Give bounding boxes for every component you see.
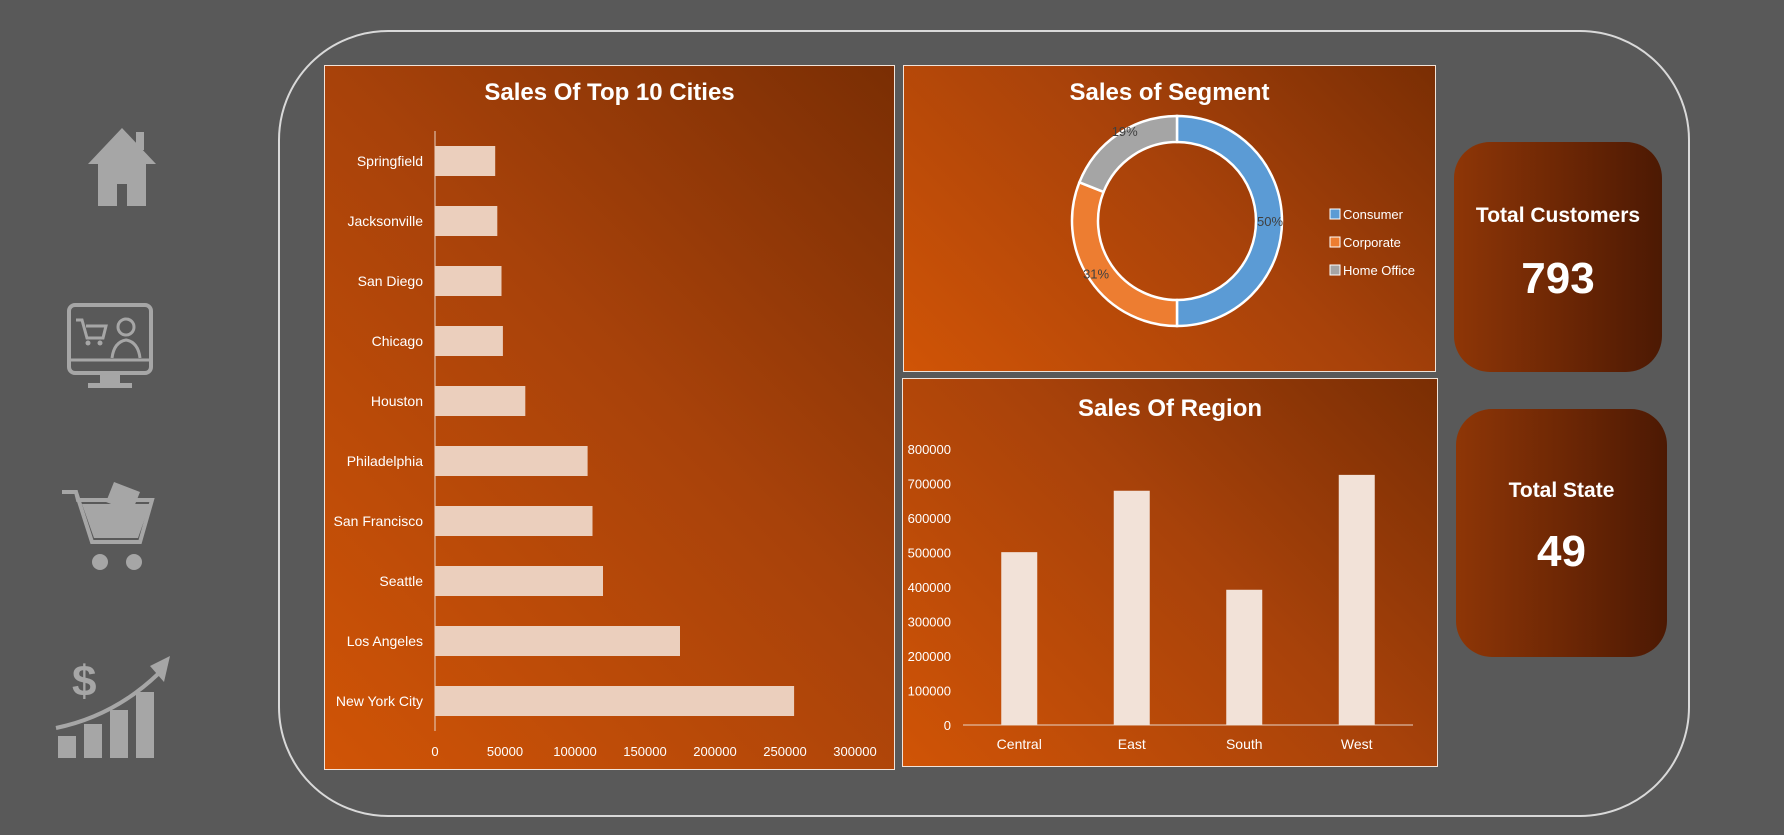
- y-tick-label: 0: [944, 718, 951, 733]
- sales-growth-icon[interactable]: $: [54, 652, 174, 760]
- y-tick-label: 800000: [908, 442, 951, 457]
- x-tick-label: 50000: [487, 744, 523, 759]
- city-bar: [435, 566, 603, 596]
- segment-chart-panel: Sales of Segment 50% 31% 19% Consumer Corpor…: [903, 65, 1436, 372]
- region-label: East: [1118, 736, 1146, 752]
- legend-label: Consumer: [1343, 207, 1404, 222]
- region-label: West: [1341, 736, 1373, 752]
- city-bar: [435, 146, 496, 176]
- x-tick-label: 100000: [553, 744, 596, 759]
- y-tick-label: 500000: [908, 546, 951, 561]
- x-tick-label: 150000: [623, 744, 666, 759]
- legend-label: Corporate: [1343, 235, 1401, 250]
- legend-swatch: [1329, 236, 1341, 248]
- segment-donut-chart: 50% 31% 19% Consumer Corporate Home Office: [1070, 114, 1415, 328]
- y-tick-label: 200000: [908, 649, 951, 664]
- segment-data-label: 50%: [1257, 214, 1283, 229]
- online-shopping-icon[interactable]: [66, 302, 154, 394]
- city-label: San Diego: [358, 273, 424, 289]
- cities-bar-chart: Springfield Jacksonville San Diego Chicago H…: [334, 131, 877, 759]
- segment-chart-title: Sales of Segment: [1069, 79, 1270, 106]
- legend-swatch: [1329, 264, 1341, 276]
- total-state-label: Total State: [1508, 479, 1615, 502]
- y-tick-label: 100000: [908, 684, 951, 699]
- y-tick-label: 700000: [908, 477, 951, 492]
- total-customers-card: Total Customers 793: [1454, 142, 1662, 372]
- svg-text:$: $: [72, 657, 96, 706]
- y-tick-label: 600000: [908, 511, 951, 526]
- city-bar: [435, 386, 526, 416]
- region-bar: [1001, 552, 1038, 725]
- total-customers-value: 793: [1521, 254, 1595, 303]
- segment-slice: [1070, 180, 1179, 328]
- total-state-value: 49: [1537, 527, 1586, 576]
- city-bar: [435, 686, 795, 716]
- region-chart-title: Sales Of Region: [1077, 395, 1263, 422]
- region-label: Central: [997, 736, 1042, 752]
- total-state-card: Total State 49: [1456, 409, 1667, 657]
- cities-chart-title: Sales Of Top 10 Cities: [484, 79, 735, 106]
- x-tick-label: 300000: [833, 744, 876, 759]
- city-bar: [435, 206, 498, 236]
- city-label: San Francisco: [334, 513, 424, 529]
- segment-slice: [1077, 114, 1179, 194]
- city-label: Seattle: [379, 573, 423, 589]
- city-bar: [435, 266, 502, 296]
- y-tick-label: 300000: [908, 615, 951, 630]
- city-bar: [435, 446, 588, 476]
- x-tick-label: 200000: [693, 744, 736, 759]
- region-bar: [1338, 474, 1375, 725]
- total-customers-label: Total Customers: [1475, 204, 1641, 227]
- region-bar: [1113, 490, 1150, 725]
- home-icon[interactable]: [86, 126, 158, 208]
- segment-data-label: 19%: [1112, 124, 1138, 139]
- city-label: Jacksonville: [348, 213, 424, 229]
- dashboard-frame: [278, 30, 1690, 817]
- city-bar: [435, 506, 593, 536]
- region-bar-chart: 0 100000 200000 300000 400000 500000 600000 700…: [908, 442, 1413, 752]
- city-bar: [435, 326, 503, 356]
- city-label: Philadelphia: [347, 453, 423, 469]
- legend-label: Home Office: [1343, 263, 1415, 278]
- city-label: Houston: [371, 393, 423, 409]
- city-label: Chicago: [372, 333, 424, 349]
- shopping-cart-icon[interactable]: [62, 478, 156, 572]
- city-bar: [435, 626, 680, 656]
- city-label: New York City: [336, 693, 423, 709]
- region-chart-panel: Sales Of Region 0 100000 200000 300000 40000…: [902, 378, 1438, 767]
- region-bar: [1226, 589, 1263, 725]
- segment-data-label: 31%: [1083, 266, 1109, 281]
- city-label: Springfield: [357, 153, 423, 169]
- legend-swatch: [1329, 208, 1341, 220]
- cities-chart-panel: Sales Of Top 10 Cities Springfield Jackso…: [324, 65, 895, 770]
- segment-slice: [1175, 114, 1284, 328]
- x-tick-label: 0: [431, 744, 438, 759]
- x-tick-label: 250000: [763, 744, 806, 759]
- city-label: Los Angeles: [347, 633, 423, 649]
- y-tick-label: 400000: [908, 580, 951, 595]
- region-label: South: [1226, 736, 1263, 752]
